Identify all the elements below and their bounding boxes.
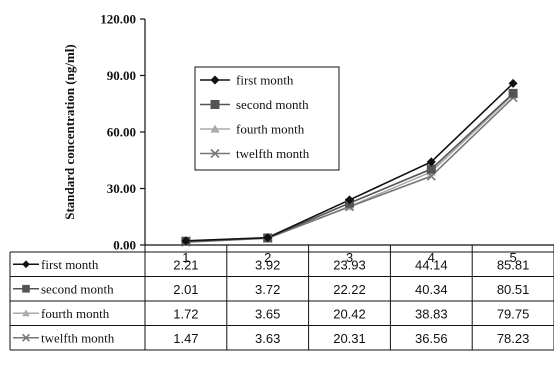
- legend-marker: [210, 124, 220, 133]
- table-row-marker: [22, 284, 30, 293]
- data-point: [508, 88, 518, 98]
- table-row-header: second month: [41, 281, 114, 296]
- data-label: 22.22: [333, 282, 366, 297]
- data-label: 23.93: [333, 257, 366, 272]
- data-point: [181, 236, 191, 246]
- x-tick-label: 4: [428, 250, 435, 265]
- y-axis-title: Standard concentration (ng/ml): [62, 44, 77, 220]
- data-label: 2.01: [173, 282, 198, 297]
- y-tick-label: 0.00: [113, 238, 136, 253]
- data-label: 85.81: [497, 257, 530, 272]
- table-row-marker: [22, 260, 30, 269]
- data-label: 3.65: [255, 306, 280, 321]
- x-tick-label: 2: [264, 250, 271, 265]
- data-label: 1.47: [173, 331, 198, 346]
- y-tick-label: 30.00: [107, 181, 136, 196]
- data-point: [508, 78, 518, 88]
- data-label: 1.72: [173, 306, 198, 321]
- data-label: 3.92: [255, 257, 280, 272]
- data-label: 20.31: [333, 331, 366, 346]
- table-row-marker: [22, 309, 30, 317]
- legend-label: twelfth month: [236, 146, 310, 161]
- data-label: 36.56: [415, 331, 448, 346]
- y-tick-label: 120.00: [100, 12, 136, 27]
- data-label: 80.51: [497, 282, 530, 297]
- data-label: 79.75: [497, 306, 530, 321]
- data-label: 38.83: [415, 306, 448, 321]
- y-tick-label: 60.00: [107, 125, 136, 140]
- table-row-header: first month: [41, 257, 99, 272]
- data-label: 3.63: [255, 331, 280, 346]
- legend-marker: [210, 100, 220, 109]
- x-tick-label: 3: [346, 250, 353, 265]
- data-label: 20.42: [333, 306, 366, 321]
- x-tick-label: 1: [182, 250, 189, 265]
- data-point: [263, 233, 273, 243]
- legend-label: fourth month: [236, 122, 305, 137]
- data-point: [426, 164, 436, 174]
- data-point: [426, 157, 436, 167]
- table-row-header: twelfth month: [41, 330, 115, 345]
- data-point: [345, 195, 354, 205]
- legend-label: first month: [236, 73, 294, 88]
- data-label: 2.21: [173, 257, 198, 272]
- data-label: 3.72: [255, 282, 280, 297]
- data-label: 78.23: [497, 331, 530, 346]
- data-label: 40.34: [415, 282, 448, 297]
- data-label: 44.14: [415, 257, 448, 272]
- y-tick-label: 90.00: [107, 68, 136, 83]
- x-tick-label: 5: [509, 250, 516, 265]
- table-row-marker: [22, 333, 30, 342]
- legend-label: second month: [236, 97, 309, 112]
- legend-marker: [210, 75, 220, 85]
- table-row-header: fourth month: [41, 306, 110, 321]
- legend-marker: [210, 148, 220, 159]
